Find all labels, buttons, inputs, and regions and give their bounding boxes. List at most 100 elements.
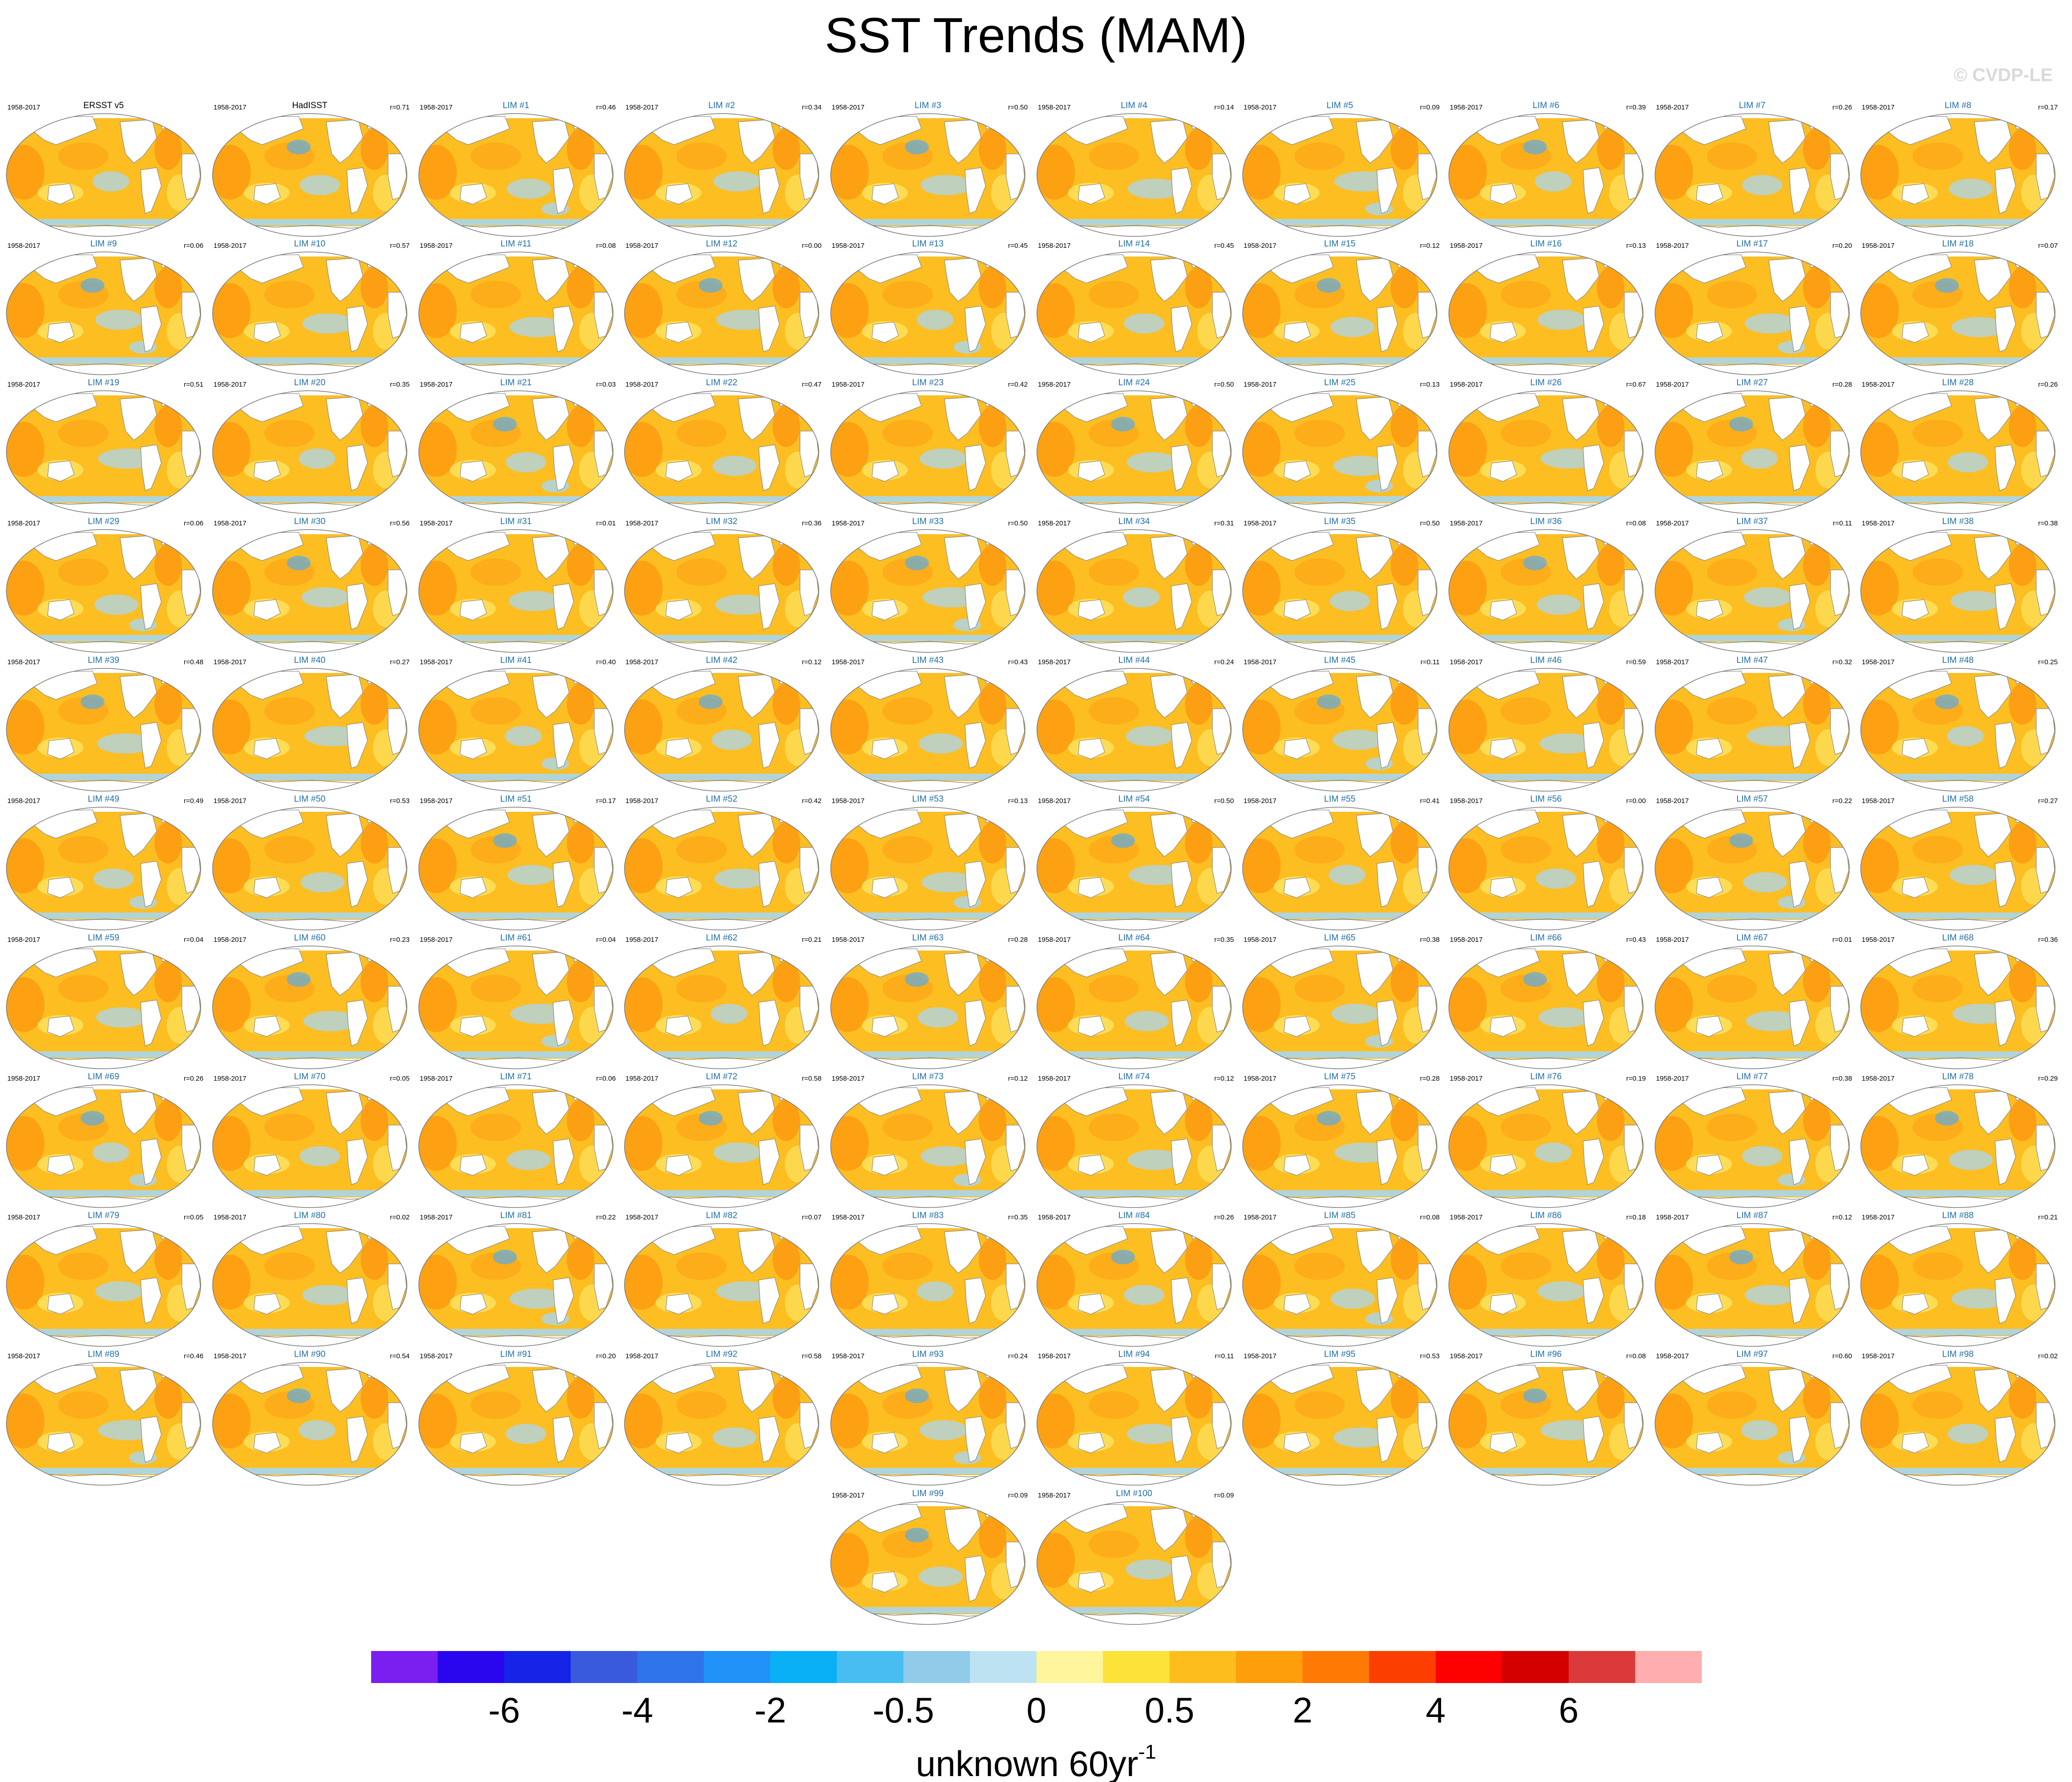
sst-trend-map bbox=[418, 390, 614, 514]
panel-correlation: r=0.17 bbox=[596, 797, 616, 805]
panel-title: LIM #82 bbox=[706, 1211, 738, 1220]
map-panel: 1958-2017 LIM #67 r=0.01 bbox=[1652, 933, 1852, 1071]
map-panel: 1958-2017 LIM #39 r=0.48 bbox=[4, 656, 203, 794]
panel-title: LIM #100 bbox=[1116, 1489, 1152, 1498]
panel-period: 1958-2017 bbox=[832, 1214, 865, 1221]
panel-correlation: r=0.36 bbox=[802, 519, 822, 527]
panel-title: LIM #16 bbox=[1530, 239, 1562, 249]
sst-trend-map bbox=[212, 529, 407, 653]
sst-trend-map bbox=[418, 251, 614, 375]
map-panel: 1958-2017 LIM #5 r=0.09 bbox=[1240, 101, 1440, 239]
map-panel: 1958-2017 LIM #69 r=0.26 bbox=[4, 1072, 203, 1210]
panel-title: LIM #20 bbox=[294, 378, 326, 388]
sst-trend-map bbox=[1860, 113, 2056, 237]
map-panel: 1958-2017 LIM #48 r=0.25 bbox=[1858, 656, 2058, 794]
panel-title: LIM #6 bbox=[1532, 101, 1560, 110]
panel-title: LIM #11 bbox=[500, 239, 532, 249]
panel-correlation: r=0.12 bbox=[1214, 1075, 1234, 1082]
sst-trend-map bbox=[1448, 251, 1644, 375]
panel-correlation: r=0.50 bbox=[1214, 797, 1234, 805]
panel-correlation: r=0.06 bbox=[184, 242, 203, 250]
sst-trend-map bbox=[1448, 668, 1644, 792]
panel-correlation: r=0.42 bbox=[1008, 381, 1028, 388]
colorbar-swatch bbox=[1036, 1651, 1103, 1683]
panel-period: 1958-2017 bbox=[1862, 1352, 1895, 1360]
sst-trend-map bbox=[1448, 1362, 1644, 1486]
panel-title: LIM #5 bbox=[1326, 101, 1354, 110]
panel-title: LIM #53 bbox=[912, 794, 944, 804]
panel-period: 1958-2017 bbox=[1038, 519, 1071, 527]
panel-title: LIM #87 bbox=[1736, 1211, 1768, 1220]
panel-period: 1958-2017 bbox=[7, 797, 40, 805]
map-panel: 1958-2017 LIM #42 r=0.12 bbox=[622, 656, 822, 794]
panel-title: LIM #73 bbox=[912, 1072, 944, 1082]
map-panel: 1958-2017 LIM #96 r=0.08 bbox=[1446, 1350, 1646, 1488]
map-panel: 1958-2017 LIM #62 r=0.21 bbox=[622, 933, 822, 1071]
map-panel: 1958-2017 LIM #57 r=0.22 bbox=[1652, 794, 1852, 933]
sst-trend-map bbox=[830, 390, 1025, 514]
sst-trend-map bbox=[1860, 1084, 2056, 1208]
map-panel: 1958-2017 HadISST r=0.71 bbox=[210, 101, 410, 239]
panel-correlation: r=0.17 bbox=[2038, 104, 2058, 111]
panel-correlation: r=0.48 bbox=[184, 658, 203, 666]
panel-title: LIM #31 bbox=[500, 517, 532, 526]
map-panel: 1958-2017 LIM #52 r=0.42 bbox=[622, 794, 822, 933]
panel-title: LIM #1 bbox=[502, 101, 530, 110]
colorbar-swatch bbox=[837, 1651, 904, 1683]
map-panel: 1958-2017 LIM #9 r=0.06 bbox=[4, 239, 203, 377]
map-panel: 1958-2017 LIM #79 r=0.05 bbox=[4, 1211, 203, 1349]
map-panel: 1958-2017 LIM #66 r=0.43 bbox=[1446, 933, 1646, 1071]
panel-period: 1958-2017 bbox=[1862, 104, 1895, 111]
map-panel: 1958-2017 LIM #27 r=0.28 bbox=[1652, 378, 1852, 516]
panel-correlation: r=0.38 bbox=[1832, 1075, 1852, 1082]
panel-correlation: r=0.38 bbox=[2038, 519, 2058, 527]
map-panel: 1958-2017 LIM #91 r=0.20 bbox=[416, 1350, 616, 1488]
panel-period: 1958-2017 bbox=[1244, 242, 1277, 250]
panel-title: LIM #86 bbox=[1530, 1211, 1562, 1220]
panel-title: LIM #68 bbox=[1942, 933, 1974, 943]
sst-trend-map bbox=[1655, 1362, 1850, 1486]
sst-trend-map bbox=[1448, 529, 1644, 653]
panel-period: 1958-2017 bbox=[832, 1075, 865, 1082]
panel-title: LIM #39 bbox=[88, 656, 120, 665]
panel-period: 1958-2017 bbox=[214, 104, 247, 111]
panel-correlation: r=0.71 bbox=[390, 104, 410, 111]
panel-correlation: r=0.04 bbox=[596, 936, 616, 944]
panel-title: LIM #8 bbox=[1944, 101, 1972, 110]
panel-period: 1958-2017 bbox=[1038, 1492, 1071, 1499]
watermark: © CVDP-LE bbox=[1953, 65, 2053, 85]
map-panel: 1958-2017 LIM #19 r=0.51 bbox=[4, 378, 203, 516]
sst-trend-map bbox=[1860, 529, 2056, 653]
panel-period: 1958-2017 bbox=[1656, 1214, 1689, 1221]
sst-trend-map bbox=[1242, 1362, 1437, 1486]
panel-period: 1958-2017 bbox=[214, 381, 247, 388]
sst-trend-map bbox=[6, 529, 201, 653]
sst-trend-map bbox=[1242, 390, 1437, 514]
sst-trend-map bbox=[212, 668, 407, 792]
sst-trend-map bbox=[1860, 1223, 2056, 1347]
colorbar-swatch bbox=[570, 1651, 638, 1683]
panel-correlation: r=0.36 bbox=[2038, 936, 2058, 944]
colorbar-tick-label: -0.5 bbox=[872, 1690, 934, 1730]
panel-period: 1958-2017 bbox=[625, 1352, 658, 1360]
map-panel: 1958-2017 LIM #99 r=0.09 bbox=[828, 1489, 1028, 1627]
panel-correlation: r=0.01 bbox=[596, 519, 616, 527]
panel-title: LIM #23 bbox=[912, 378, 944, 388]
sst-trend-map bbox=[1448, 1084, 1644, 1208]
panel-period: 1958-2017 bbox=[214, 1352, 247, 1360]
panel-title: LIM #26 bbox=[1530, 378, 1562, 388]
panel-period: 1958-2017 bbox=[1244, 1214, 1277, 1221]
panel-correlation: r=0.20 bbox=[596, 1352, 616, 1360]
panel-title: LIM #67 bbox=[1736, 933, 1768, 943]
sst-trend-map bbox=[212, 946, 407, 1069]
panel-period: 1958-2017 bbox=[625, 381, 658, 388]
sst-trend-map bbox=[830, 529, 1025, 653]
panel-title: LIM #72 bbox=[706, 1072, 738, 1082]
panel-period: 1958-2017 bbox=[1656, 381, 1689, 388]
sst-trend-map bbox=[1242, 946, 1437, 1069]
panel-correlation: r=0.43 bbox=[1626, 936, 1646, 944]
panel-title: LIM #94 bbox=[1118, 1350, 1150, 1359]
sst-trend-map bbox=[212, 1362, 407, 1486]
panel-period: 1958-2017 bbox=[1038, 797, 1071, 805]
panel-period: 1958-2017 bbox=[214, 658, 247, 666]
